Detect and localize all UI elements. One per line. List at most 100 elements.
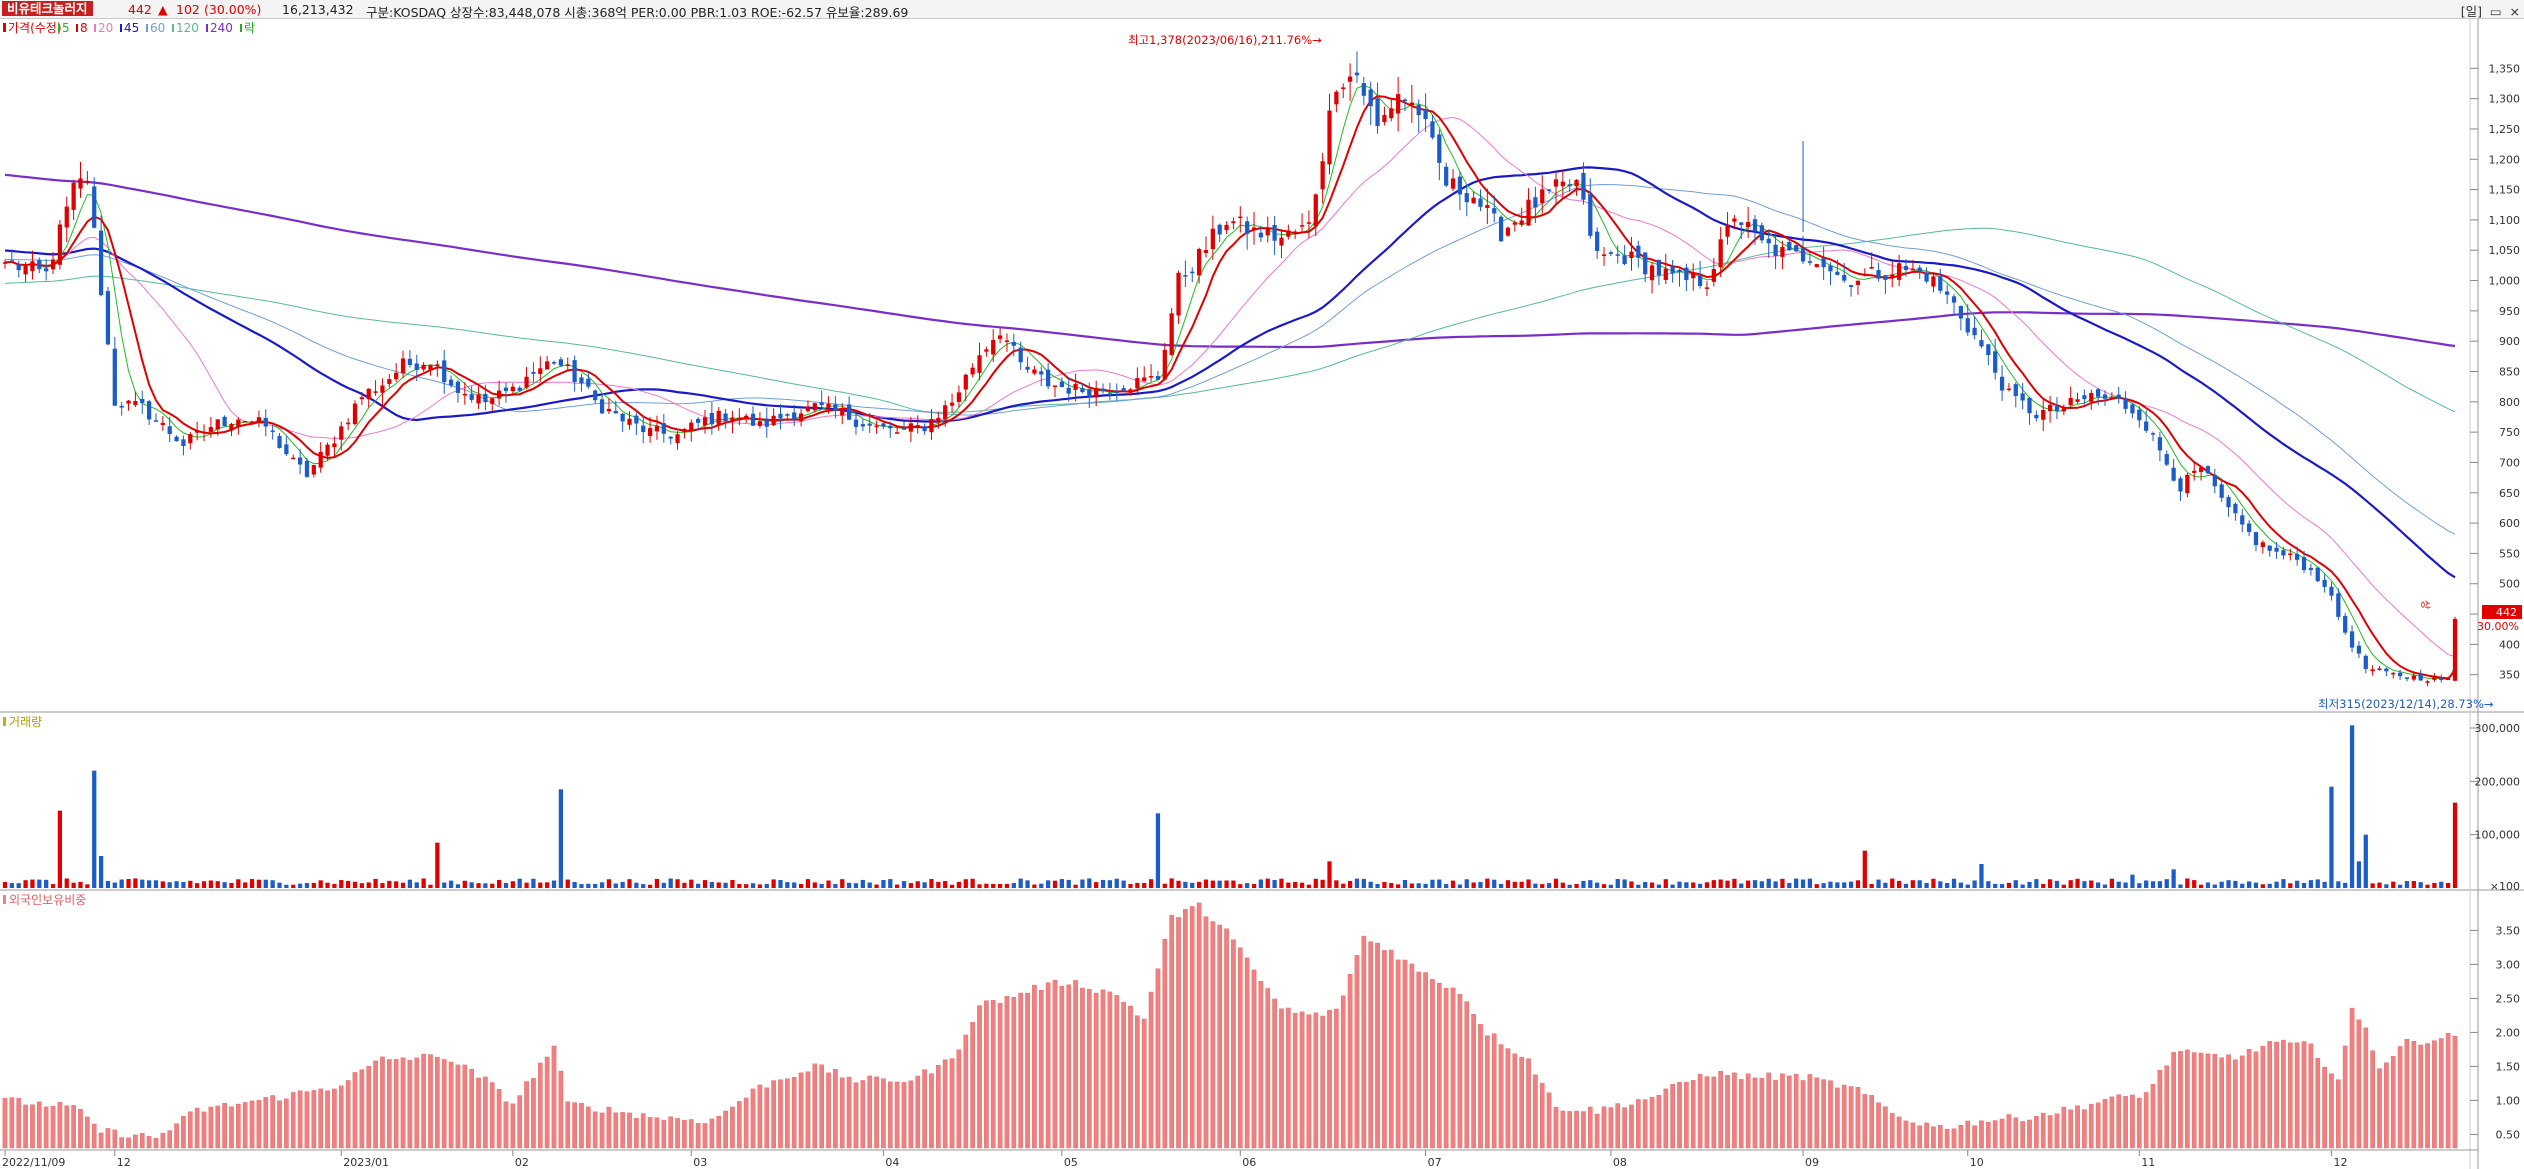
volume-bar — [1066, 879, 1071, 888]
foreign-bar — [194, 1107, 200, 1149]
foreign-bar — [2411, 1040, 2417, 1149]
volume-bar — [1807, 878, 1813, 888]
foreign-bar — [1498, 1044, 1504, 1149]
foreign-bar — [2006, 1114, 2012, 1149]
volume-bar — [551, 880, 557, 888]
foreign-axis-label: 3.00 — [2496, 958, 2521, 971]
volume-bar — [2034, 879, 2039, 888]
candle-body — [1368, 89, 1373, 107]
volume-bar — [442, 882, 447, 888]
legend-item-락: 락 — [244, 21, 255, 35]
volume-bar — [2240, 883, 2245, 888]
candle-body — [1917, 267, 1922, 272]
foreign-bar — [1100, 989, 1106, 1149]
foreign-bar — [846, 1076, 852, 1149]
restore-icon[interactable]: ▭ — [2489, 4, 2502, 19]
volume-axis-label: 200,000 — [2475, 775, 2521, 788]
volume-bar — [291, 884, 296, 888]
foreign-bar — [325, 1090, 330, 1149]
close-icon[interactable]: × — [2509, 4, 2520, 19]
current-price: 442 — [128, 2, 152, 17]
volume-bar — [1553, 878, 1559, 888]
foreign-bar — [551, 1045, 557, 1149]
period-button[interactable]: [일] — [2460, 4, 2483, 19]
candle-body — [1732, 218, 1737, 222]
volume-bar — [1718, 879, 1723, 888]
foreign-bar — [1533, 1074, 1538, 1149]
volume-bar — [208, 880, 214, 888]
volume-bar — [689, 879, 694, 888]
candle-body — [1828, 265, 1833, 272]
foreign-bar — [922, 1069, 927, 1149]
foreign-bar — [1821, 1079, 1826, 1149]
foreign-bar — [586, 1106, 591, 1149]
volume-bar — [984, 883, 989, 888]
candle-body — [586, 378, 591, 387]
foreign-bar — [874, 1076, 879, 1149]
volume-bar — [1059, 879, 1064, 888]
volume-bar — [545, 882, 550, 888]
foreign-bar — [2191, 1052, 2197, 1149]
candle-body — [1848, 285, 1854, 288]
candle-body — [1245, 221, 1250, 234]
candle-body — [455, 381, 461, 393]
volume-bar — [1780, 878, 1785, 888]
candle-body — [1787, 241, 1792, 251]
candle-body — [133, 401, 138, 406]
candle-body — [2411, 675, 2416, 680]
foreign-bar — [1951, 1128, 1957, 1149]
volume-bar — [2013, 880, 2018, 888]
volume-axis-label: ×100 — [2490, 880, 2520, 893]
volume-bar — [1746, 880, 1751, 888]
volume-bar — [1217, 880, 1222, 888]
foreign-bar — [1752, 1077, 1758, 1149]
volume-bar — [2397, 884, 2403, 888]
volume-bar — [2246, 881, 2252, 888]
candle-body — [2178, 478, 2183, 492]
foreign-y-axis: 0.50 1.00 1.50 2.00 2.50 3.00 3.50 — [2470, 924, 2520, 1141]
candle-body — [1636, 245, 1641, 258]
foreign-bar — [901, 1082, 907, 1149]
foreign-bar — [489, 1082, 495, 1149]
x-axis-label: 07 — [1428, 1156, 1442, 1169]
stock-chart[interactable]: 가격(수정) 5 8 20 45 60 120 240 락 거래량 외국인보유비중 350 40… — [0, 19, 2524, 1169]
candle-body — [1739, 222, 1744, 225]
candle-body — [1910, 268, 1915, 271]
candle-body — [1135, 378, 1140, 389]
price-axis-label: 700 — [2499, 456, 2520, 469]
volume-bar — [2171, 869, 2176, 888]
price-axis-label: 1,250 — [2489, 123, 2521, 136]
volume-bar — [92, 770, 97, 888]
legend-item-60: 60 — [150, 21, 165, 35]
volume-bar — [2336, 881, 2341, 888]
candle-body — [1890, 274, 1895, 277]
volume-bar — [634, 882, 639, 888]
candle-body — [1711, 269, 1716, 282]
foreign-bar — [1780, 1073, 1785, 1149]
volume-bar — [915, 881, 920, 888]
candle-body — [2089, 393, 2094, 402]
foreign-bar — [1574, 1110, 1579, 1149]
volume-bar — [1231, 880, 1236, 888]
volume-bar — [2089, 880, 2094, 888]
volume-bar — [215, 881, 220, 888]
price-axis-label: 1,150 — [2489, 184, 2521, 197]
stock-name[interactable]: 비유테크놀러지 — [2, 1, 93, 16]
volume-bar — [1910, 880, 1915, 888]
candle-body — [599, 399, 605, 414]
candle-body — [1945, 291, 1950, 295]
candle-body — [1814, 264, 1819, 268]
foreign-bar — [640, 1113, 646, 1149]
foreign-bar — [1697, 1074, 1703, 1149]
foreign-bar — [1327, 1009, 1332, 1149]
volume-bar — [1670, 884, 1675, 888]
volume-bar — [1032, 884, 1037, 888]
foreign-bar — [2068, 1109, 2074, 1149]
price-y-axis: 3504004505005506006507007508008509009501… — [2470, 62, 2521, 682]
x-axis-label: 08 — [1613, 1156, 1627, 1169]
candle-body — [2171, 467, 2176, 481]
foreign-bar — [208, 1106, 214, 1149]
candle-body — [654, 426, 660, 432]
candle-body — [1142, 377, 1147, 382]
foreign-bar — [2095, 1102, 2101, 1149]
